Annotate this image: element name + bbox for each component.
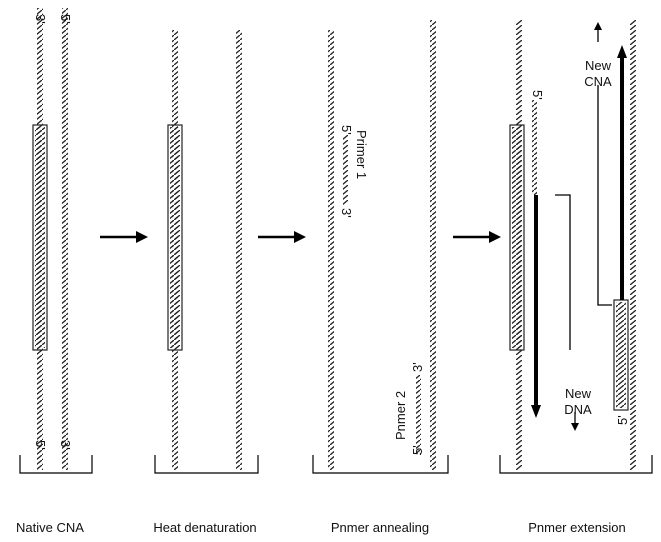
end-label: 5'	[530, 90, 545, 100]
end-label: 5'	[33, 440, 48, 450]
brackets	[19, 455, 653, 474]
primer-label: Pnmer 2	[393, 391, 408, 440]
new-dna-word: New	[565, 386, 592, 401]
end-label: 5'	[339, 125, 354, 135]
step-label: Heat denaturation	[153, 520, 256, 535]
new-dna-word: CNA	[584, 74, 612, 89]
end-label: 3'	[410, 362, 425, 372]
end-label: 5'	[615, 415, 630, 425]
step-label: Pnmer annealing	[331, 520, 429, 535]
primer-label: Primer 1	[354, 130, 369, 179]
strands	[32, 8, 636, 470]
new-dna-word: DNA	[564, 402, 592, 417]
end-labels: 3' 5' 5' 3' 5' 3' 5' 3' 5' 5'	[33, 14, 630, 455]
end-label: 3'	[339, 208, 354, 218]
labels: Primer 1 Pnmer 2 New DNA New CNA Native CN…	[16, 58, 626, 535]
end-label: 3'	[33, 14, 48, 24]
new-dna-word: New	[585, 58, 612, 73]
end-label: 5'	[58, 14, 73, 24]
end-label: 3'	[58, 440, 73, 450]
new-dna-label: New CNA	[584, 58, 612, 89]
step-label: Pnmer extension	[528, 520, 626, 535]
new-dna-label: New DNA	[564, 386, 592, 417]
step-label: Native CNA	[16, 520, 84, 535]
step-arrows	[100, 231, 501, 243]
end-label: 5'	[410, 445, 425, 455]
new-dna	[531, 22, 627, 431]
